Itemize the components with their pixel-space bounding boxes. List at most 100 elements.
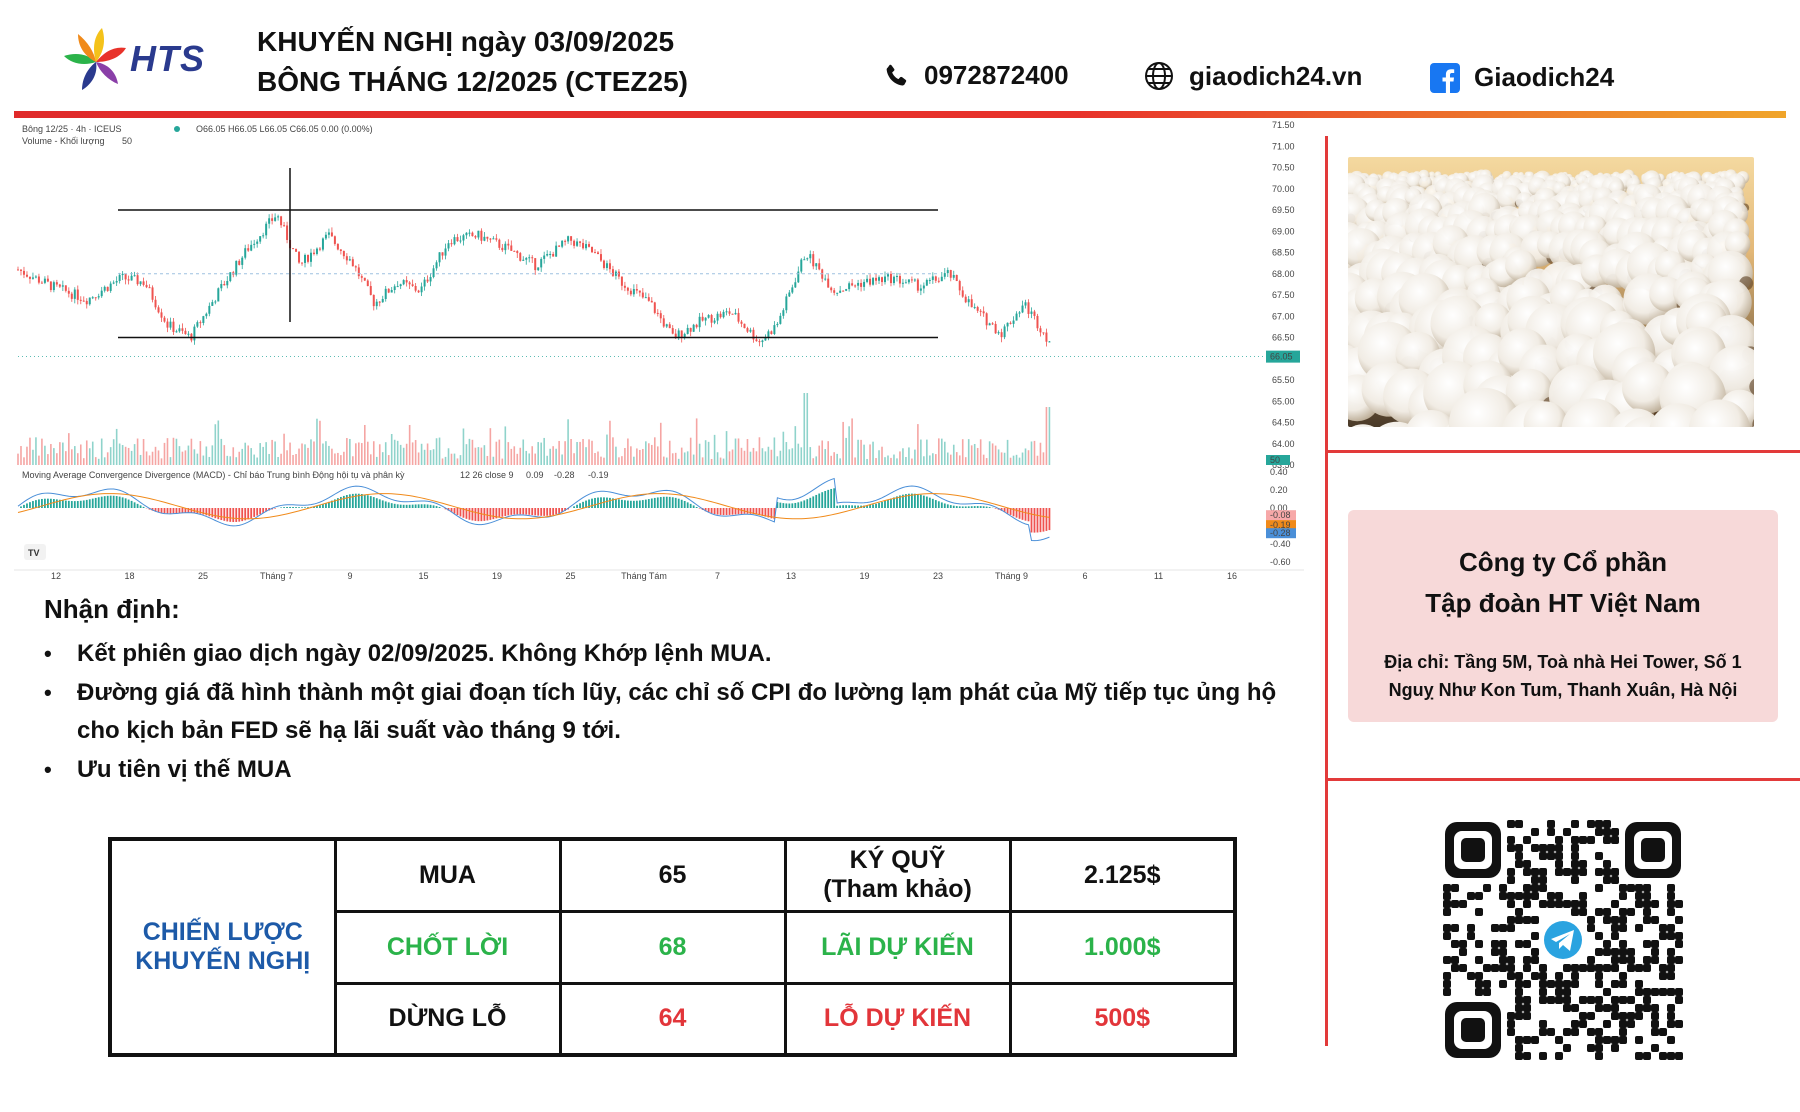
volume-bar bbox=[462, 428, 465, 465]
facebook-contact[interactable]: Giaodich24 bbox=[1430, 62, 1614, 93]
macd-histogram-bar bbox=[839, 505, 842, 508]
macd-histogram-bar bbox=[848, 505, 851, 508]
candle-body bbox=[869, 278, 872, 285]
volume-bar bbox=[761, 448, 764, 465]
candle-body bbox=[148, 287, 151, 289]
qr-module bbox=[1515, 1044, 1523, 1052]
qr-module bbox=[1651, 1012, 1659, 1020]
volume-bar bbox=[899, 451, 901, 465]
volume-bar bbox=[50, 444, 52, 465]
qr-module bbox=[1611, 1012, 1619, 1020]
macd-tick-label: -0.19 bbox=[1270, 520, 1291, 530]
macd-histogram-bar bbox=[178, 508, 181, 513]
volume-bar bbox=[976, 447, 979, 465]
macd-histogram-bar bbox=[35, 500, 37, 508]
qr-module bbox=[1579, 1012, 1587, 1020]
volume-bar bbox=[381, 452, 384, 465]
candle-body bbox=[710, 315, 713, 323]
macd-histogram-bar bbox=[106, 495, 109, 508]
price-chart[interactable]: 71.50 71.00 70.50 70.00 69.50 69.00 68.50 68.00… bbox=[14, 120, 1304, 582]
macd-histogram-bar bbox=[73, 501, 76, 508]
telegram-icon bbox=[1539, 916, 1587, 964]
qr-module bbox=[1635, 980, 1643, 988]
qr-module bbox=[1675, 900, 1683, 908]
macd-histogram-bar bbox=[761, 508, 764, 516]
candle-body bbox=[522, 259, 525, 261]
macd-histogram-bar bbox=[369, 496, 372, 508]
volume-bar bbox=[447, 448, 450, 465]
macd-histogram-bar bbox=[471, 508, 474, 521]
volume-bar bbox=[582, 439, 584, 465]
volume-bar bbox=[591, 440, 593, 465]
candle-body bbox=[964, 296, 967, 303]
volume-bar bbox=[773, 437, 776, 465]
qr-module bbox=[1539, 1028, 1547, 1036]
price-tick-label: 67.00 bbox=[1272, 311, 1295, 321]
telegram-qr-code[interactable] bbox=[1443, 820, 1683, 1060]
macd-histogram-bar bbox=[979, 506, 982, 508]
volume-bar bbox=[35, 437, 37, 465]
macd-histogram-bar bbox=[767, 508, 770, 518]
candle-body bbox=[737, 312, 740, 322]
macd-histogram-bar bbox=[710, 508, 713, 514]
cotton-leaf bbox=[1752, 419, 1754, 427]
volume-bar bbox=[896, 458, 898, 465]
candle-body bbox=[91, 297, 94, 299]
macd-histogram-bar bbox=[217, 508, 220, 520]
candle-body bbox=[37, 276, 40, 283]
volume-bar bbox=[444, 456, 447, 465]
macd-histogram-bar bbox=[737, 508, 740, 515]
macd-histogram-bar bbox=[354, 493, 357, 508]
qr-module bbox=[1571, 908, 1579, 916]
volume-bar bbox=[513, 446, 516, 465]
volume-bar bbox=[76, 453, 79, 465]
candle-body bbox=[1027, 302, 1030, 314]
candle-body bbox=[647, 297, 650, 301]
volume-bar bbox=[340, 455, 342, 465]
volume-bar bbox=[875, 458, 877, 465]
margin-amount: 2.125$ bbox=[1008, 837, 1237, 913]
candle-body bbox=[585, 244, 588, 249]
volume-bar bbox=[618, 457, 620, 465]
volume-bar bbox=[328, 445, 330, 465]
volume-bar bbox=[1015, 454, 1018, 465]
macd-histogram-bar bbox=[931, 498, 934, 508]
volume-bar bbox=[154, 446, 157, 465]
qr-module bbox=[1547, 980, 1555, 988]
time-tick-label: Tháng Tám bbox=[621, 571, 667, 581]
qr-module bbox=[1595, 884, 1603, 892]
qr-module bbox=[1515, 972, 1523, 980]
qr-module bbox=[1635, 884, 1643, 892]
volume-bar bbox=[764, 451, 767, 465]
qr-module bbox=[1667, 956, 1675, 964]
candle-body bbox=[103, 286, 106, 291]
price-tick-label: 65.50 bbox=[1272, 375, 1295, 385]
candle-body bbox=[489, 238, 492, 240]
phone-contact[interactable]: 0972872400 bbox=[882, 60, 1069, 91]
qr-module bbox=[1603, 908, 1611, 916]
qr-module bbox=[1603, 868, 1611, 876]
macd-histogram-bar bbox=[97, 497, 100, 508]
macd-histogram-bar bbox=[396, 504, 399, 508]
volume-bar bbox=[313, 441, 315, 465]
qr-module bbox=[1499, 884, 1507, 892]
macd-histogram-bar bbox=[609, 497, 611, 508]
volume-bar bbox=[453, 453, 456, 465]
macd-histogram-bar bbox=[432, 505, 435, 508]
time-tick-label: 23 bbox=[933, 571, 943, 581]
price-tick-label: 65.00 bbox=[1272, 396, 1295, 406]
macd-histogram-bar bbox=[202, 508, 205, 515]
macd-histogram-bar bbox=[934, 500, 937, 508]
qr-module bbox=[1555, 996, 1563, 1004]
candle-body bbox=[345, 256, 348, 261]
qr-module bbox=[1451, 956, 1459, 964]
volume-bar bbox=[656, 446, 659, 465]
svg-text:TV: TV bbox=[28, 548, 40, 558]
qr-module bbox=[1667, 892, 1675, 900]
qr-module bbox=[1579, 964, 1587, 972]
macd-histogram-bar bbox=[348, 494, 351, 508]
macd-histogram-bar bbox=[477, 508, 480, 522]
volume-bar bbox=[815, 456, 818, 465]
volume-bar bbox=[414, 440, 417, 465]
website-contact[interactable]: giaodich24.vn bbox=[1143, 60, 1362, 92]
